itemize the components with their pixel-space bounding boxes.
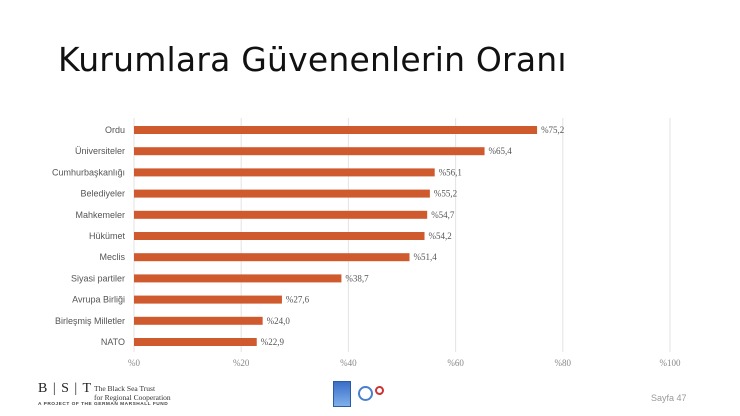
bst-org-name-line1: The Black Sea Trust [94, 384, 156, 393]
bst-org-name-line2: for Regional Cooperation [94, 393, 171, 402]
data-label: %22,9 [261, 337, 285, 347]
data-label: %54,7 [431, 210, 455, 220]
data-label: %65,4 [489, 146, 513, 156]
bar [134, 147, 485, 156]
x-tick-label: %40 [340, 358, 357, 368]
x-tick-label: %60 [447, 358, 464, 368]
category-label: NATO [101, 337, 125, 347]
data-label: %24,0 [267, 316, 291, 326]
partner-mark-icon [375, 386, 384, 395]
data-label: %54,2 [429, 231, 452, 241]
bar [134, 210, 428, 219]
category-label: Avrupa Birliği [72, 295, 125, 305]
data-label: %55,2 [434, 189, 457, 199]
category-label: Belediyeler [80, 189, 125, 199]
bst-letters: B | S | T [38, 381, 93, 396]
category-label: Ordu [105, 125, 125, 135]
page-number: Sayfa 47 [651, 393, 687, 403]
bst-project-line: A PROJECT OF THE GERMAN MARSHALL FUND [38, 402, 169, 407]
data-label: %51,4 [414, 252, 438, 262]
category-label: Siyasi partiler [71, 273, 125, 283]
bar [134, 168, 435, 177]
data-label: %38,7 [345, 273, 369, 283]
bst-logo: B | S | T The Black Sea Trust for Region… [38, 381, 171, 407]
slide-title: Kurumlara Güvenenlerin Oranı [58, 40, 567, 79]
bst-org-name: The Black Sea Trust for Regional Coopera… [94, 384, 171, 402]
category-label: Hükümet [89, 231, 126, 241]
x-tick-label: %100 [660, 358, 681, 368]
bar [134, 295, 282, 304]
x-tick-label: %0 [128, 358, 140, 368]
bar [134, 126, 538, 134]
bar [134, 189, 430, 198]
category-label: Üniversiteler [75, 146, 125, 156]
data-label: %75,2 [541, 125, 564, 135]
bar [134, 316, 263, 325]
category-label: Cumhurbaşkanlığı [52, 167, 125, 177]
x-tick-label: %20 [233, 358, 250, 368]
x-tick-label: %80 [555, 358, 572, 368]
bar [134, 232, 425, 240]
bar [134, 253, 410, 262]
data-label: %27,6 [286, 295, 310, 305]
partner-seal-icon [358, 386, 373, 401]
partner-logo-icon [333, 381, 351, 407]
category-label: Birleşmiş Milletler [55, 316, 125, 326]
bar [134, 274, 342, 283]
category-label: Meclis [99, 252, 125, 262]
bar [134, 338, 257, 346]
data-label: %56,1 [439, 167, 462, 177]
category-label: Mahkemeler [75, 210, 125, 220]
